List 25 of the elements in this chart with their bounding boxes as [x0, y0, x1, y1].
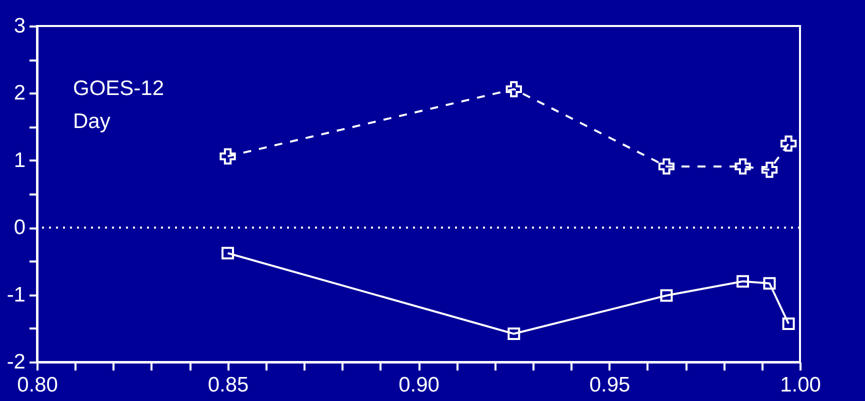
annotation: Day — [73, 110, 111, 133]
point — [734, 158, 751, 175]
point — [780, 136, 797, 152]
x-tick-label: 0.80 — [17, 374, 58, 396]
y-tick-label: 3 — [14, 14, 26, 38]
point — [782, 317, 795, 330]
point — [660, 289, 673, 302]
point — [508, 328, 520, 340]
point — [220, 148, 236, 164]
point — [658, 158, 675, 175]
point — [763, 277, 776, 290]
point — [761, 162, 778, 178]
point — [736, 275, 750, 288]
annotation: GOES-12 — [73, 77, 164, 100]
x-tick-label: 0.90 — [398, 374, 440, 396]
point — [222, 246, 234, 260]
x-tick-label: 1.00 — [780, 374, 821, 396]
y-tick-label: -2 — [6, 350, 26, 374]
x-tick-label: 0.85 — [208, 374, 249, 396]
point — [506, 81, 522, 98]
y-tick-label: 2 — [14, 82, 26, 105]
y-tick-label: 1 — [14, 148, 26, 172]
x-tick-label: 0.95 — [589, 374, 630, 396]
y-tick-label: -1 — [6, 283, 26, 306]
y-tick-label: 0 — [14, 216, 26, 240]
